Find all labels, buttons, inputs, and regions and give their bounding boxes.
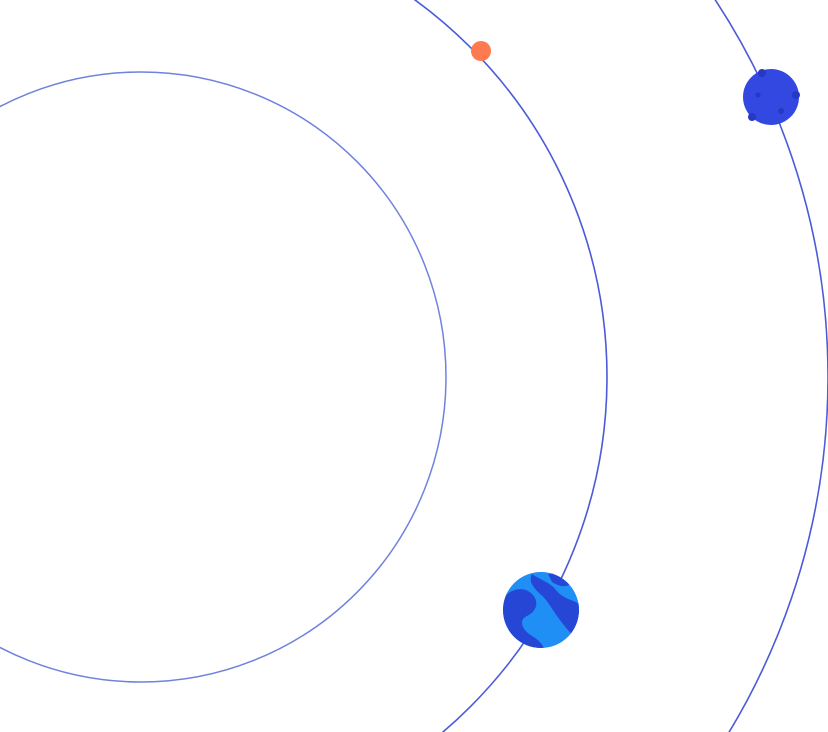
orange-planet-icon (471, 41, 491, 61)
earth-planet-icon (503, 572, 580, 656)
moon-icon (743, 69, 800, 125)
inner-orbit-ring (0, 72, 446, 682)
